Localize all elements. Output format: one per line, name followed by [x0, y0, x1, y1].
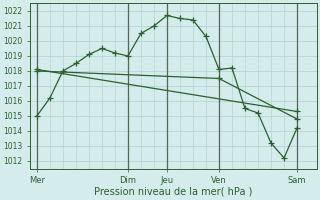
X-axis label: Pression niveau de la mer( hPa ): Pression niveau de la mer( hPa ) [94, 187, 252, 197]
